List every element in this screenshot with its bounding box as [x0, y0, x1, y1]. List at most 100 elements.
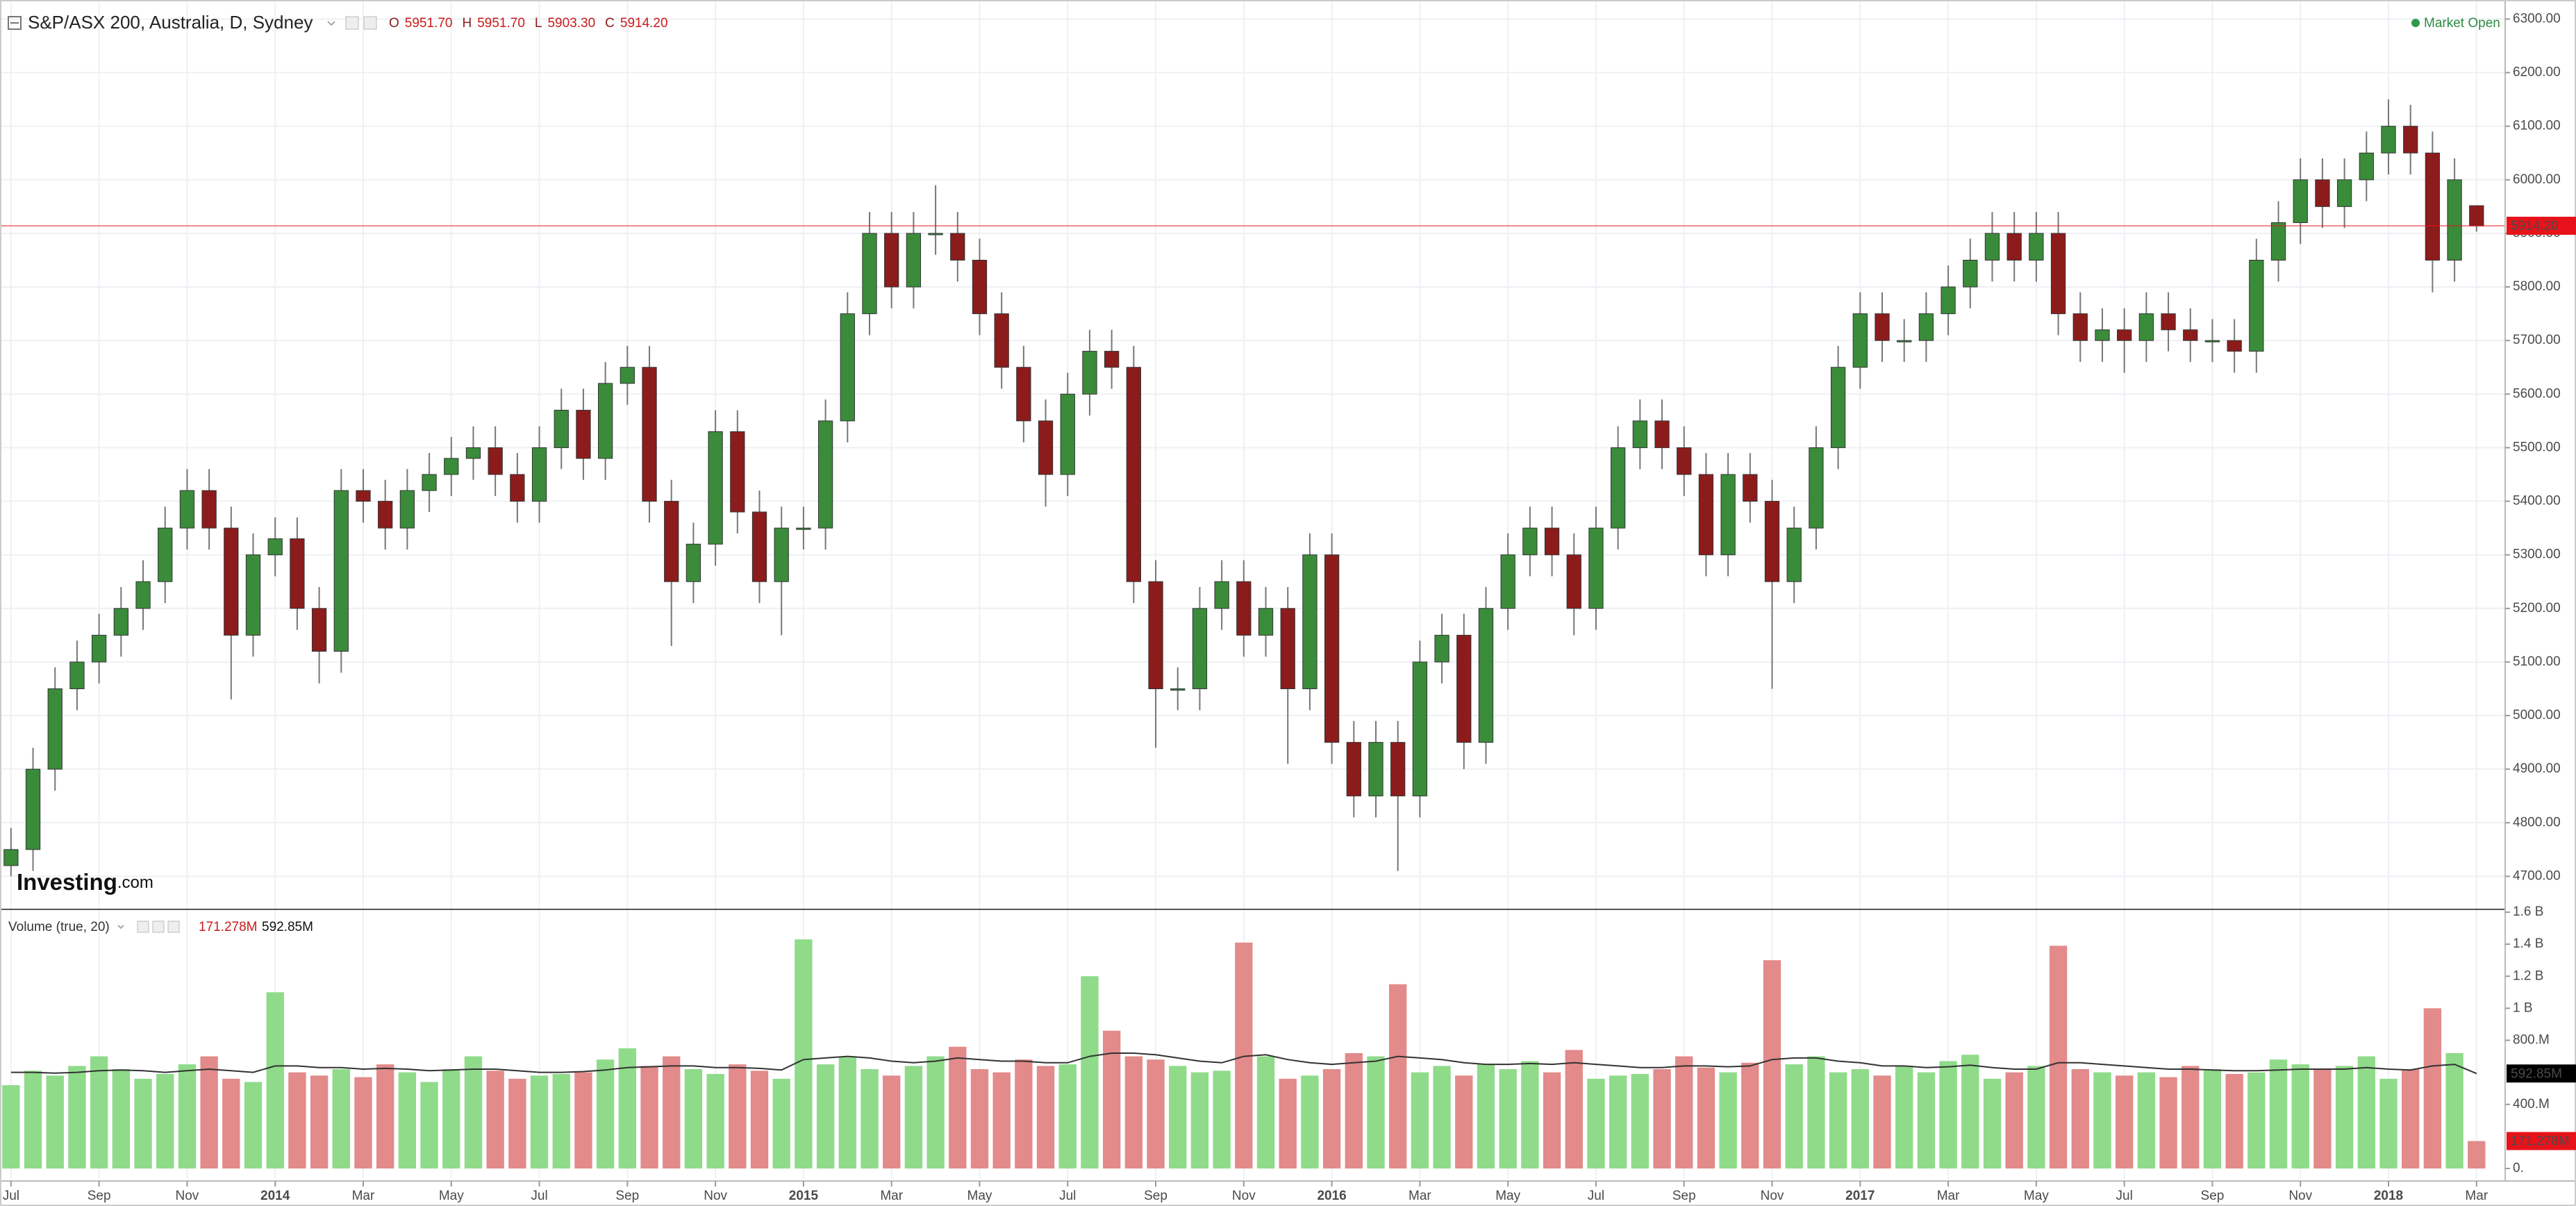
candle-body: [1875, 313, 1890, 341]
candle-body: [158, 527, 173, 582]
volume-bar: [1697, 1067, 1715, 1168]
ohlc-value: 5914.20: [620, 16, 668, 31]
candle-body: [47, 688, 63, 770]
volume-bar: [1499, 1069, 1517, 1168]
volume-bar: [1301, 1075, 1319, 1168]
x-tick-label: Sep: [88, 1189, 111, 1203]
volume-bar: [552, 1073, 570, 1168]
hide-icon[interactable]: [363, 16, 377, 30]
candle-body: [333, 490, 349, 652]
candle-body: [554, 409, 569, 448]
candle-body: [2403, 126, 2418, 154]
volume-bar: [2005, 1072, 2023, 1168]
candle-body: [1192, 608, 1208, 689]
candle-body: [817, 420, 833, 529]
x-tick-label: May: [1495, 1189, 1520, 1203]
candle-body: [840, 313, 855, 422]
x-tick-label: Jul: [3, 1189, 19, 1203]
volume-bar: [442, 1069, 460, 1168]
volume-bar: [2402, 1069, 2420, 1168]
candle-body: [245, 554, 261, 636]
volume-bar: [24, 1071, 42, 1168]
settings-icon[interactable]: [345, 16, 359, 30]
volume-bar: [883, 1075, 901, 1168]
candle-body: [179, 490, 195, 529]
volume-bar: [1058, 1064, 1077, 1168]
volume-bar: [2093, 1072, 2111, 1168]
volume-bar: [288, 1072, 306, 1168]
volume-bar: [816, 1064, 835, 1168]
candle-body: [576, 409, 591, 459]
x-tick-label: May: [2024, 1189, 2049, 1203]
labels: Jul Sep Nov 2014 Mar May Jul Sep Nov 2015 Mar May Ju…: [3, 11, 2576, 1203]
candle-body: [685, 543, 701, 582]
volume-bar: [861, 1069, 879, 1168]
candle-body: [906, 233, 922, 288]
volume-menu-arrow[interactable]: [117, 925, 124, 930]
ohlc-value: 5903.30: [547, 16, 595, 31]
volume-bar: [2335, 1066, 2354, 1168]
volume-hide-icon[interactable]: [152, 920, 165, 933]
volume-bar: [1675, 1056, 1693, 1168]
volume-bar: [1322, 1069, 1341, 1168]
y-tick-label: 1.6 B: [2513, 904, 2543, 919]
candle-body: [2315, 179, 2330, 207]
volume-ma-last-value: 592.85M: [262, 920, 313, 934]
y-tick-label: 1.4 B: [2513, 936, 2543, 951]
last-value-box: [2507, 216, 2576, 235]
candle-body: [950, 233, 965, 261]
candle-body: [69, 661, 85, 689]
x-tick-label: Jul: [1588, 1189, 1604, 1203]
volume-bar: [2379, 1078, 2398, 1168]
candle-body: [620, 367, 635, 384]
last-value-label: 5914.20: [2511, 219, 2559, 233]
candle-body: [1720, 474, 1736, 556]
volume-bar: [1785, 1064, 1803, 1168]
volume-close-icon[interactable]: [167, 920, 180, 933]
ohlc-label: C: [605, 16, 615, 31]
collapse-icon[interactable]: [8, 16, 22, 30]
y-tick-label: 5700.00: [2513, 333, 2561, 347]
candle-body: [378, 501, 393, 529]
candle-body: [1280, 608, 1295, 689]
x-tick-label: Mar: [1409, 1189, 1431, 1203]
candle-body: [2183, 329, 2198, 341]
ohlc-label: H: [462, 16, 472, 31]
x-tick-label: Nov: [1232, 1189, 1256, 1203]
x-tick-label: 2016: [1317, 1189, 1346, 1203]
candle-body: [1830, 367, 1846, 448]
volume-bar: [310, 1075, 329, 1168]
volume-settings-icon[interactable]: [137, 920, 149, 933]
candle-body: [1148, 581, 1163, 689]
volume-bar: [332, 1069, 350, 1168]
volume-bar: [2203, 1069, 2222, 1168]
candle-body: [3, 849, 19, 866]
candle-body: [1236, 581, 1252, 636]
candle-body: [1390, 742, 1406, 797]
candle-body: [1852, 313, 1868, 368]
volume-bar: [376, 1064, 394, 1168]
candle-body: [884, 233, 899, 288]
candle-body: [2006, 233, 2022, 261]
candle-body: [862, 233, 877, 315]
candle-body: [1764, 501, 1780, 582]
candle-body: [2270, 222, 2286, 261]
title-menu-arrow[interactable]: [327, 21, 335, 26]
volume-bar: [530, 1075, 549, 1168]
volume-bar: [1719, 1072, 1737, 1168]
candle-body: [2293, 179, 2308, 224]
volume-bar: [1367, 1056, 1385, 1168]
candle-body: [730, 431, 745, 513]
volume-bar: [222, 1078, 240, 1168]
marks: [0, 99, 2505, 1168]
volume-bar: [1036, 1066, 1055, 1168]
candle-body: [1456, 634, 1472, 743]
volume-legend: Volume (true, 20): [8, 920, 110, 934]
y-tick-label: 6200.00: [2513, 65, 2561, 80]
candle-body: [91, 634, 107, 663]
volume-bar: [1565, 1050, 1583, 1168]
candle-body: [2072, 313, 2088, 341]
y-tick-label: 1 B: [2513, 1000, 2533, 1015]
